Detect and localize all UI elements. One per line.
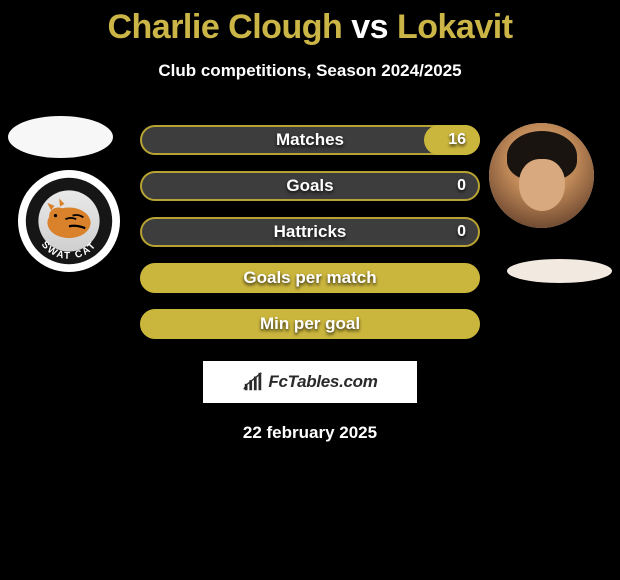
page-title: Charlie Clough vs Lokavit xyxy=(0,0,620,47)
bar-chart-icon xyxy=(242,371,264,393)
vs-separator: vs xyxy=(342,8,397,46)
comparison-card: Charlie Clough vs Lokavit Club competiti… xyxy=(0,0,620,580)
stat-pill: Matches 16 xyxy=(140,125,480,155)
stat-label: Min per goal xyxy=(260,314,360,334)
brand-box: FcTables.com xyxy=(203,361,417,403)
stat-row-min-per-goal: Min per goal xyxy=(140,309,480,339)
stat-value-right: 0 xyxy=(457,223,466,241)
swat-cat-badge-icon: SWAT CAT xyxy=(24,176,114,266)
stat-label: Goals xyxy=(286,176,333,196)
player2-avatar xyxy=(489,123,594,228)
stat-pill: Hattricks 0 xyxy=(140,217,480,247)
stat-row-goals: Goals 0 xyxy=(140,171,480,201)
stat-value-right: 16 xyxy=(448,131,466,149)
player2-name: Lokavit xyxy=(397,8,513,46)
subtitle: Club competitions, Season 2024/2025 xyxy=(0,61,620,81)
stat-pill: Goals per match xyxy=(140,263,480,293)
stat-row-goals-per-match: Goals per match xyxy=(140,263,480,293)
player1-name: Charlie Clough xyxy=(107,8,342,46)
stat-pill: Goals 0 xyxy=(140,171,480,201)
player2-face-icon xyxy=(489,123,594,228)
stat-label: Hattricks xyxy=(274,222,347,242)
stat-pill: Min per goal xyxy=(140,309,480,339)
brand-text: FcTables.com xyxy=(268,372,377,392)
stat-label: Goals per match xyxy=(243,268,376,288)
stat-label: Matches xyxy=(276,130,344,150)
stat-row-hattricks: Hattricks 0 xyxy=(140,217,480,247)
stat-row-matches: Matches 16 xyxy=(140,125,480,155)
player2-club-badge-placeholder xyxy=(507,259,612,283)
player1-avatar-placeholder xyxy=(8,116,113,158)
date-text: 22 february 2025 xyxy=(0,423,620,443)
player1-club-badge: SWAT CAT xyxy=(18,170,120,272)
stat-value-right: 0 xyxy=(457,177,466,195)
